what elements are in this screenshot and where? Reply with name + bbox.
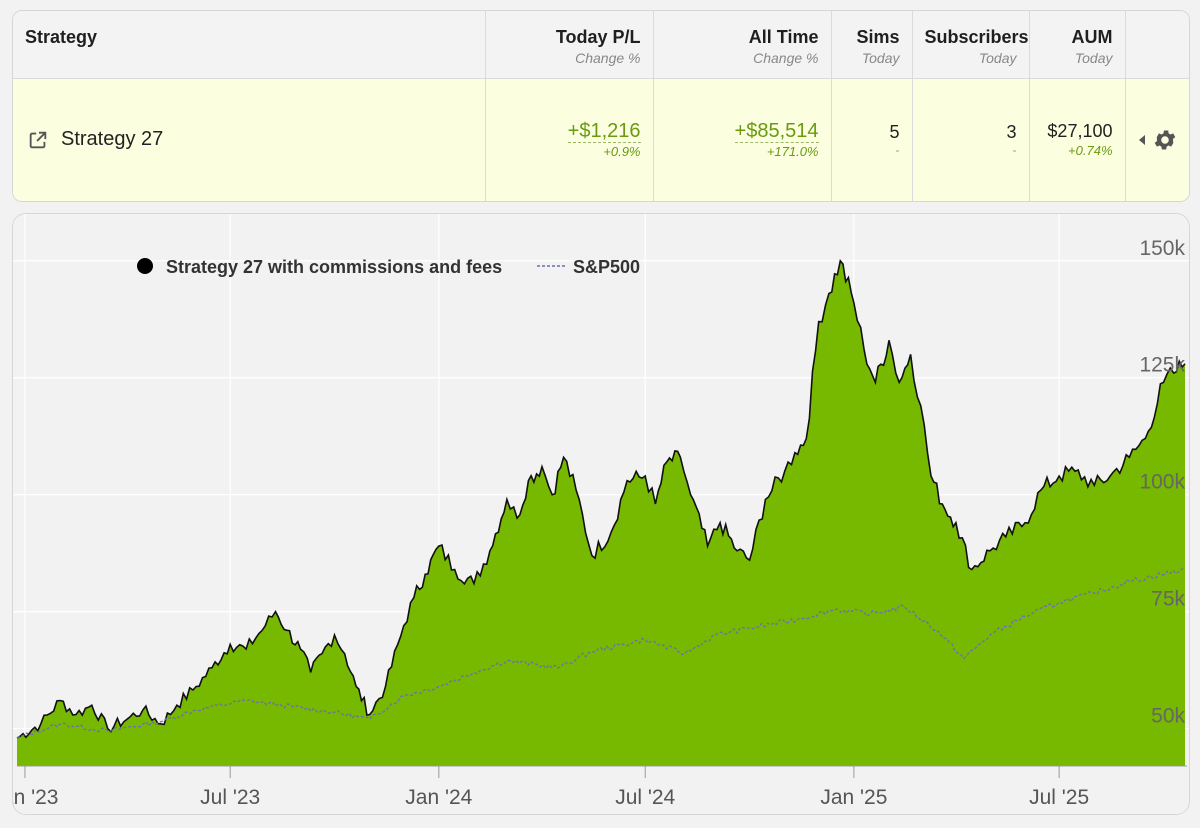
- y-axis-ticks: 50k 75k 100k 125k 150k: [1139, 237, 1185, 728]
- all-time-pct: +171.0%: [766, 144, 819, 160]
- strategy-area[interactable]: [17, 260, 1185, 766]
- legend-strategy-label[interactable]: Strategy 27 with commissions and fees: [166, 257, 502, 277]
- sims-value: 5: [889, 122, 900, 143]
- legend-sp500-label[interactable]: S&P500: [573, 257, 640, 277]
- y-tick-label: 125k: [1139, 354, 1185, 377]
- external-link-icon[interactable]: [27, 129, 49, 151]
- legend-strategy-marker: [137, 258, 153, 274]
- header-aum[interactable]: AUM Today: [1029, 11, 1126, 78]
- aum-value: $27,100: [1047, 121, 1113, 142]
- gear-icon[interactable]: [1152, 127, 1178, 153]
- aum-pct: +0.74%: [1068, 143, 1113, 159]
- strategy-name-link[interactable]: Strategy 27: [61, 128, 164, 151]
- strategy-name-cell: Strategy 27: [13, 77, 486, 201]
- chart-legend: Strategy 27 with commissions and fees S&…: [137, 257, 640, 277]
- x-tick-label: Jul '23: [200, 786, 260, 809]
- strategy-line[interactable]: [16, 258, 1186, 739]
- all-time-value[interactable]: +$85,514: [734, 120, 819, 144]
- header-today-pl[interactable]: Today P/L Change %: [485, 11, 654, 78]
- x-tick-label: Jan '23: [13, 786, 58, 809]
- today-pl-value[interactable]: +$1,216: [567, 120, 641, 144]
- table-row[interactable]: Strategy 27 +$1,216 +0.9% +$85,514 +171.…: [13, 77, 1189, 201]
- caret-left-icon[interactable]: [1138, 134, 1146, 146]
- y-tick-label: 100k: [1139, 471, 1185, 494]
- y-tick-label: 50k: [1151, 705, 1185, 728]
- actions-cell: [1125, 77, 1189, 201]
- header-sims[interactable]: Sims Today: [831, 11, 913, 78]
- header-aum-sub: Today: [1074, 50, 1113, 66]
- header-subscribers-sub: Today: [978, 50, 1017, 66]
- performance-chart-card: 50k 75k 100k 125k 150k Jan '23 Jul '23 Jan '24…: [12, 213, 1190, 815]
- y-tick-label: 150k: [1139, 237, 1185, 260]
- sims-cell: 5 -: [831, 77, 913, 201]
- header-all-time-sub: Change %: [753, 50, 819, 66]
- sp500-line[interactable]: [16, 568, 1186, 739]
- header-actions: [1125, 11, 1189, 78]
- header-subscribers[interactable]: Subscribers Today: [912, 11, 1030, 78]
- sims-sub-value: -: [895, 143, 900, 158]
- subscribers-cell: 3 -: [912, 77, 1030, 201]
- subscribers-sub-value: -: [1012, 143, 1017, 158]
- x-tick-label: Jul '24: [615, 786, 675, 809]
- x-tick-label: Jan '25: [820, 786, 887, 809]
- strategy-table: Strategy Today P/L Change % All Time Cha…: [12, 10, 1190, 202]
- y-tick-label: 75k: [1151, 588, 1185, 611]
- all-time-cell: +$85,514 +171.0%: [653, 77, 832, 201]
- header-today-pl-sub: Change %: [575, 50, 641, 66]
- x-tick-label: Jul '25: [1029, 786, 1089, 809]
- aum-cell: $27,100 +0.74%: [1029, 77, 1126, 201]
- x-tick-label: Jan '24: [405, 786, 472, 809]
- today-pl-cell: +$1,216 +0.9%: [485, 77, 654, 201]
- subscribers-value: 3: [1006, 122, 1017, 143]
- x-axis-ticks: Jan '23 Jul '23 Jan '24 Jul '24 Jan '25 Jul '…: [13, 766, 1089, 809]
- performance-chart[interactable]: 50k 75k 100k 125k 150k Jan '23 Jul '23 Jan '24…: [13, 214, 1189, 814]
- header-strategy[interactable]: Strategy: [13, 11, 486, 78]
- today-pl-pct: +0.9%: [603, 144, 641, 160]
- header-all-time[interactable]: All Time Change %: [653, 11, 832, 78]
- table-header-row: Strategy Today P/L Change % All Time Cha…: [13, 11, 1189, 78]
- header-sims-sub: Today: [861, 50, 900, 66]
